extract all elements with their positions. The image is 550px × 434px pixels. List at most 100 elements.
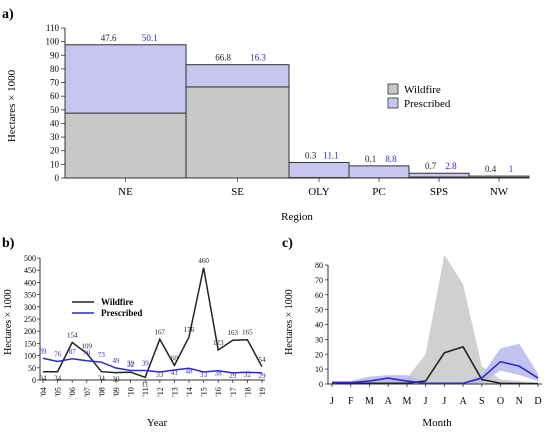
panel-c-line-prescribed <box>332 360 539 385</box>
panel-b-x-tick-label: '13 <box>170 387 179 396</box>
panel-b-y-tick-label: 500 <box>24 254 36 263</box>
panel-a-value-label-wildfire: 0.1 <box>365 154 376 164</box>
panel-a-bar-prescribed <box>64 44 187 114</box>
panel-a-bar-wildfire <box>185 86 290 179</box>
panel-b-value-label-wildfire: 167 <box>155 328 166 336</box>
panel-b-y-tick-label: 0 <box>32 376 36 385</box>
panel-a-value-label-wildfire: 0.7 <box>425 161 437 171</box>
panel-b-value-label-prescribed: 73 <box>98 351 106 359</box>
panel-a-legend-label-prescribed: Prescribed <box>404 98 451 110</box>
panel-a-y-tick-label: 20 <box>50 146 60 156</box>
panel-a-y-tick-label: 70 <box>50 78 60 88</box>
panel-b-value-label-prescribed: 49 <box>113 357 121 365</box>
panel-b-legend: Wildfire Prescribed <box>72 297 142 318</box>
panel-a-bar-prescribed <box>348 165 410 179</box>
panel-c-y-tick-label: 20 <box>315 350 323 359</box>
panel-b: b) 0 50 100 150 200 250 300 350 400 450 500 '04 '05 '… <box>2 236 267 429</box>
panel-c-y-tick-label: 10 <box>315 365 323 374</box>
panel-a-y-tick-label: 50 <box>50 105 60 115</box>
panel-a-legend: Wildfire Prescribed <box>387 83 451 110</box>
panel-c-x-tick-label: D <box>534 396 541 407</box>
panel-b-y-tick-label: 350 <box>24 291 36 300</box>
panel-b-x-tick-label: '04 <box>39 387 48 396</box>
panel-b-value-label-prescribed: 48 <box>186 367 194 375</box>
panel-b-value-label-wildfire: 123 <box>213 339 224 347</box>
panel-a-y-tick-label: 110 <box>46 23 60 33</box>
panel-b-y-tick-label: 450 <box>24 266 36 275</box>
panel-c-x-tick-label: M <box>402 396 411 407</box>
panel-b-value-label-wildfire: 109 <box>82 342 93 350</box>
panel-c-y-tick-label: 70 <box>315 276 323 285</box>
panel-b-y-tick-label: 300 <box>24 303 36 312</box>
panel-a-axes: 0 10 20 30 40 50 60 70 80 90 100 110 NE SE OLY PC SPS NW <box>46 23 509 198</box>
panel-a-x-tick-label: NW <box>490 186 509 198</box>
panel-c-tag: c) <box>282 236 293 251</box>
panel-b-tag: b) <box>2 236 15 251</box>
panel-b-x-tick-label: '09 <box>112 387 121 396</box>
panel-b-y-axis-title: Hectares × 1000 <box>3 289 14 355</box>
panel-b-value-label-wildfire: 154 <box>67 331 78 339</box>
panel-a-y-tick-label: 0 <box>55 173 60 183</box>
panel-b-y-tick-label: 400 <box>24 278 36 287</box>
panel-a-legend-swatch-prescribed <box>387 97 399 109</box>
panel-a-legend-label-wildfire: Wildfire <box>404 84 441 96</box>
panel-a-y-tick-label: 10 <box>50 159 60 169</box>
panel-a-value-label-prescribed: 16.3 <box>250 53 266 63</box>
panel-a-bars <box>64 44 530 179</box>
panel-b-value-label-wildfire: 32 <box>127 361 135 369</box>
panel-a-x-axis-title: Region <box>281 211 313 223</box>
panel-c-x-tick-label: F <box>348 396 354 407</box>
panel-b-y-tick-label: 250 <box>24 315 36 324</box>
panel-b-value-label-wildfire: 34 <box>54 375 62 383</box>
panel-b-axes: 0 50 100 150 200 250 300 350 400 450 500 '04 '05 '06 '… <box>24 254 267 397</box>
panel-b-value-label-wildfire: 60 <box>171 354 179 362</box>
panel-a-value-label-wildfire: 0.3 <box>305 150 317 160</box>
panel-a-value-label-prescribed: 8.8 <box>385 154 397 164</box>
panel-b-value-label-wildfire: 163 <box>228 329 239 337</box>
panel-a-y-tick-label: 40 <box>50 118 60 128</box>
panel-b-y-tick-label: 200 <box>24 327 36 336</box>
panel-a-tag: a) <box>2 7 14 22</box>
panel-c-band-wildfire <box>332 254 538 384</box>
panel-b-value-label-prescribed: 89 <box>40 347 48 355</box>
panel-b-value-label-wildfire: 165 <box>242 329 253 337</box>
panel-a-y-tick-label: 30 <box>50 132 60 142</box>
panel-a-y-tick-label: 90 <box>50 50 60 60</box>
panel-a-bar-prescribed <box>185 64 290 88</box>
panel-a-bar-prescribed <box>468 175 530 178</box>
panel-b-value-label-prescribed: 39 <box>127 359 135 367</box>
panel-b-x-tick-label: '14 <box>185 387 194 396</box>
panel-c-y-tick-label: 30 <box>315 335 323 344</box>
panel-b-value-label-wildfire: 176 <box>184 326 195 334</box>
panel-b-value-label-prescribed: 76 <box>54 350 62 358</box>
panel-a-value-label-prescribed: 2.8 <box>445 161 457 171</box>
panel-a-value-label-prescribed: 1 <box>509 164 514 174</box>
panel-b-value-label-prescribed: 29 <box>259 372 267 380</box>
panel-c-y-tick-label: 60 <box>315 291 323 300</box>
panel-c-lines <box>331 345 539 385</box>
panel-c-y-tick-label: 50 <box>315 306 323 315</box>
panel-c-bands <box>332 254 538 384</box>
panel-c-x-tick-label: O <box>497 396 504 407</box>
panel-a-y-axis-title: Hectares × 1000 <box>6 69 18 142</box>
panel-b-value-label-wildfire: 54 <box>259 356 267 364</box>
panel-b-x-tick-label: '18 <box>243 387 252 396</box>
panel-a-x-tick-label: SPS <box>430 186 448 198</box>
panel-a-value-labels: 47.6 50.1 66.8 16.3 0.3 11.1 0.1 8.8 0.7 2.8 0.4 1 <box>101 33 514 174</box>
panel-c-y-axis-title: Hectares × 1000 <box>284 289 295 355</box>
panel-a-x-tick-label: OLY <box>308 186 330 198</box>
panel-b-x-tick-label: '19 <box>258 387 267 396</box>
panel-b-value-label-wildfire: 11 <box>142 380 149 388</box>
panel-a-value-label-wildfire: 0.4 <box>485 164 497 174</box>
panel-a-y-tick-label: 100 <box>46 37 60 47</box>
panel-b-x-tick-label: '07 <box>83 387 92 396</box>
panel-a-value-label-wildfire: 47.6 <box>101 33 117 43</box>
panel-a-x-tick-label: PC <box>372 186 385 198</box>
panel-b-y-tick-label: 100 <box>24 352 36 361</box>
panel-a-bar-prescribed <box>408 172 470 178</box>
panel-c-x-tick-label: N <box>516 396 523 407</box>
panel-b-value-label-prescribed: 32 <box>244 371 252 379</box>
panel-b-x-tick-label: '16 <box>214 387 223 396</box>
